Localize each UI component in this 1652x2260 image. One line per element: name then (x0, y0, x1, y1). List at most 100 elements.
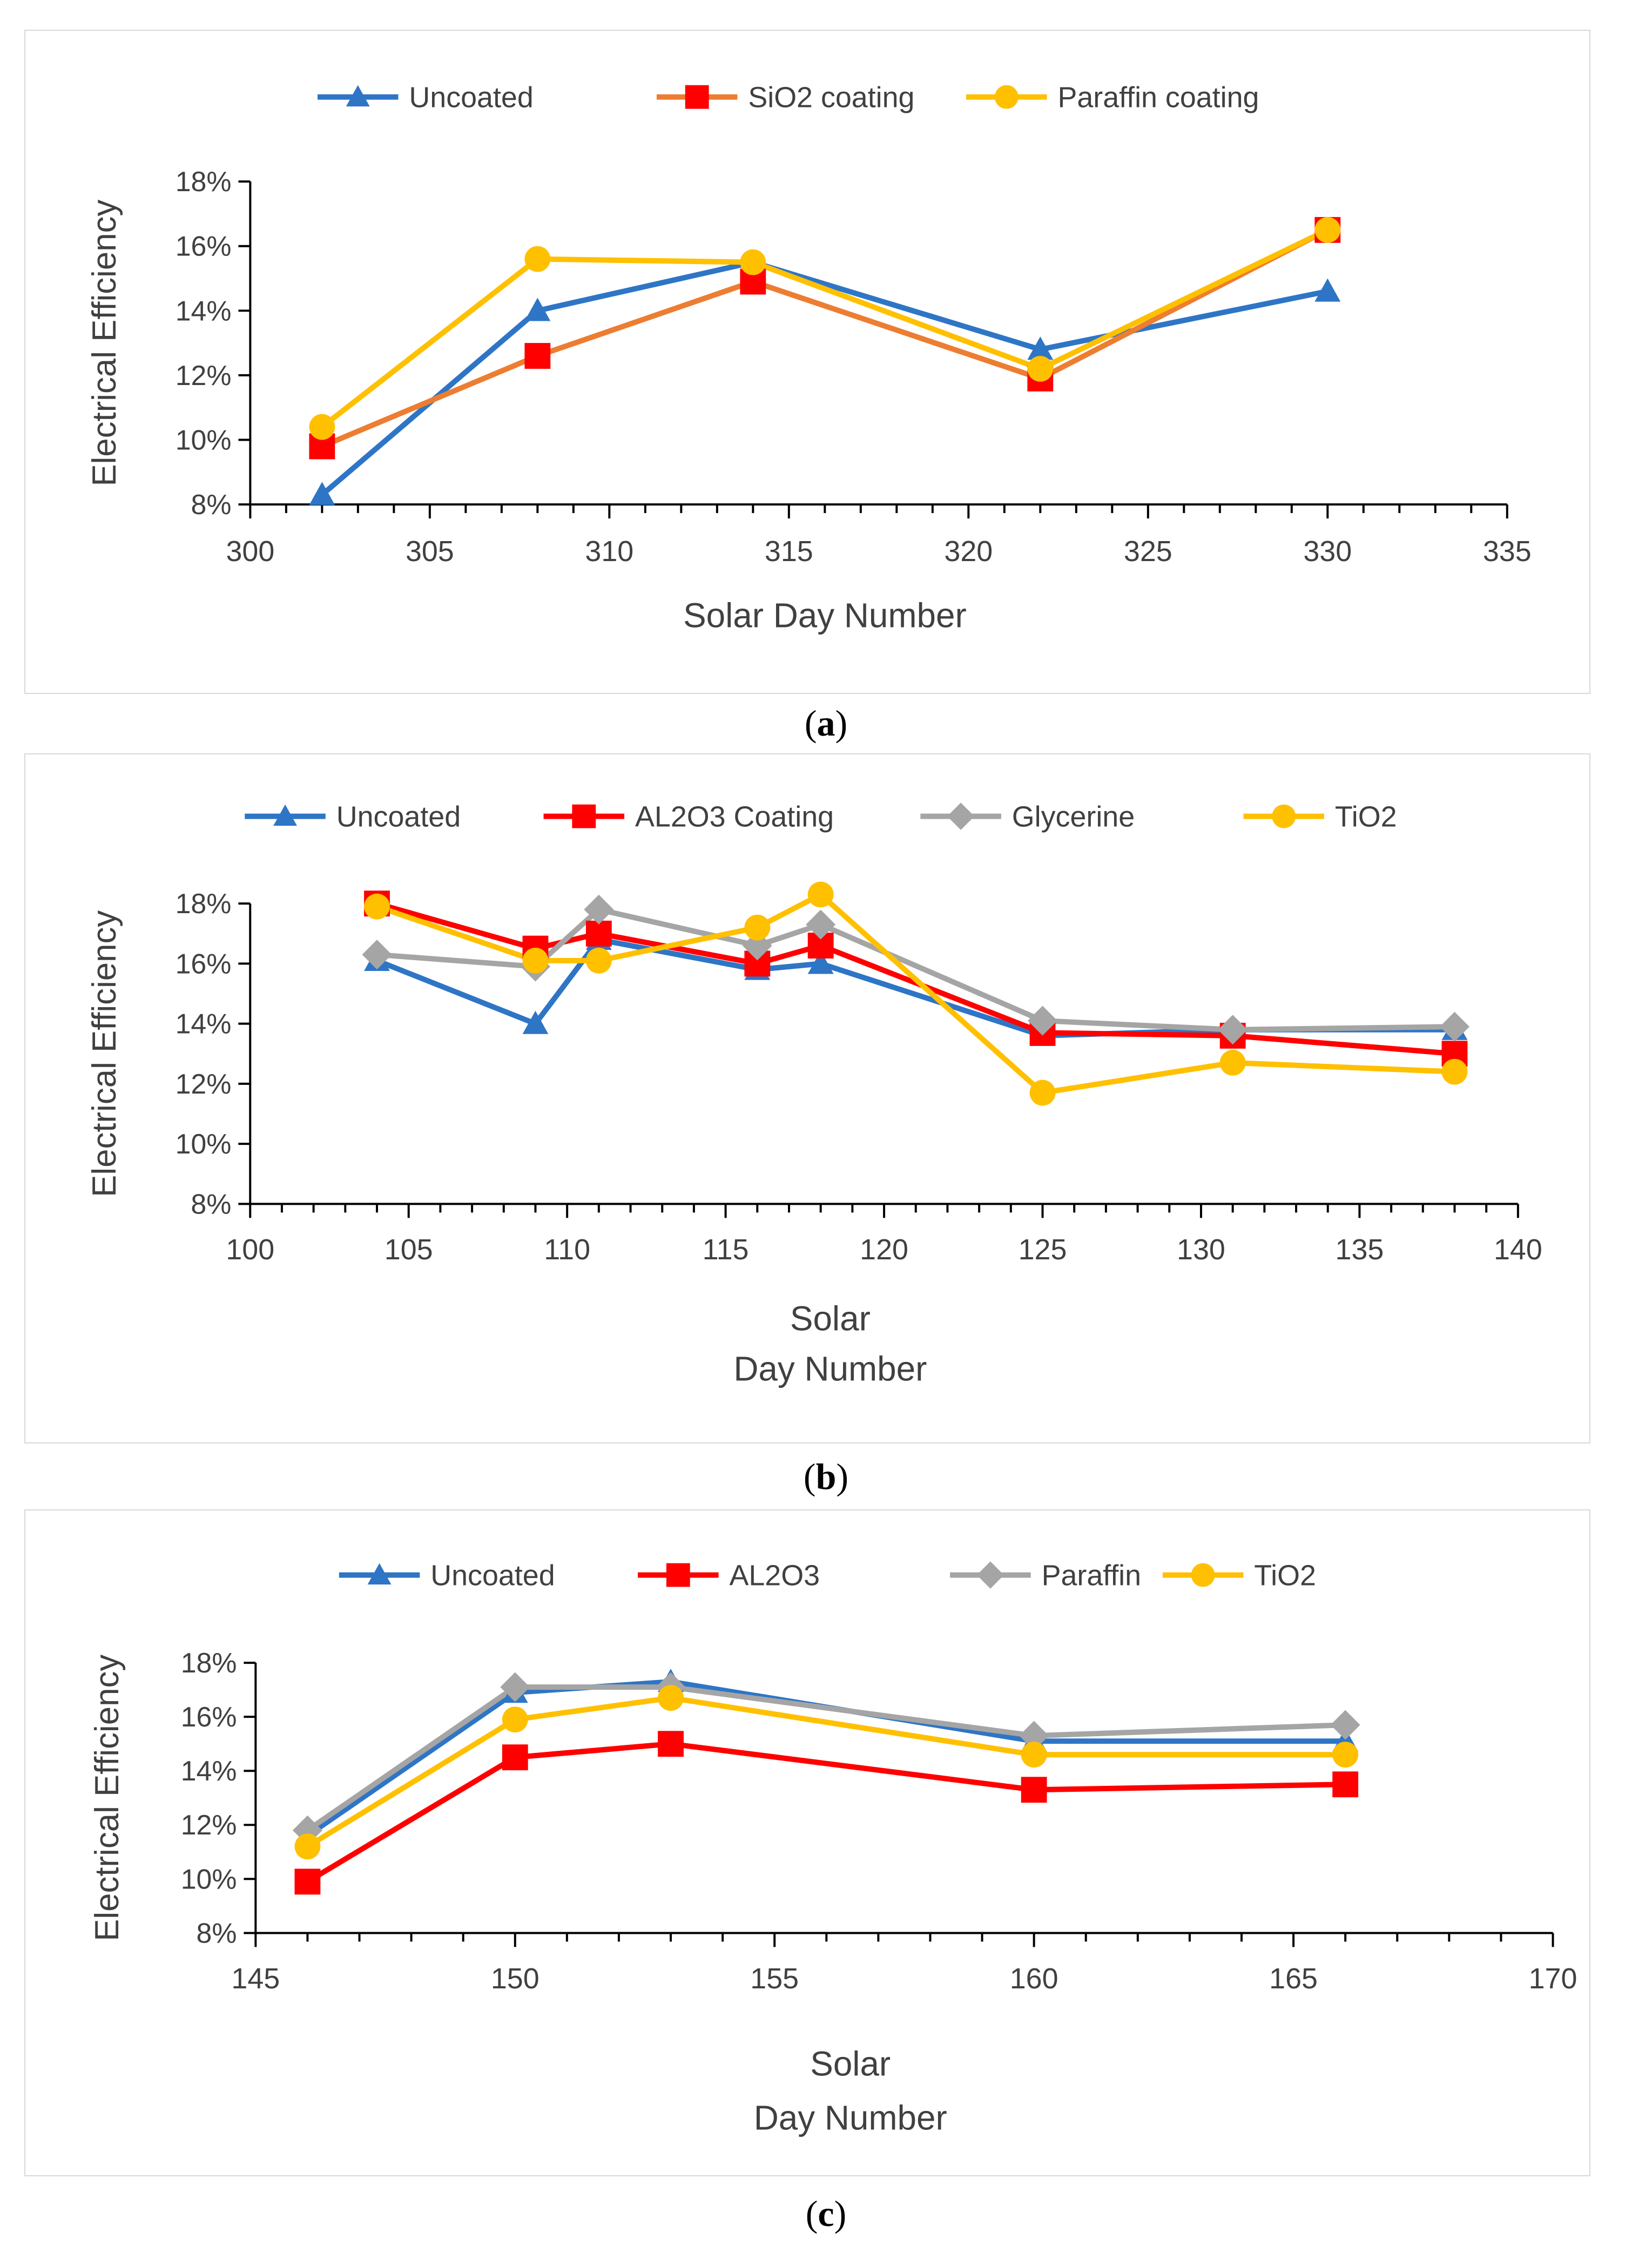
data-point-glycerine (1439, 1011, 1470, 1042)
chart-b-x-tick-label: 110 (544, 1233, 590, 1266)
chart-b-y-tick-label: 8% (191, 1188, 231, 1219)
legend-marker-sio2-coating (685, 85, 709, 109)
chart-c-x-tick-label: 150 (491, 1962, 540, 1995)
data-point-uncoated (309, 482, 335, 505)
chart-b-y-tick-label: 10% (176, 1128, 232, 1159)
legend-marker-uncoated (346, 85, 370, 107)
legend-label-paraffin: Paraffin (1042, 1560, 1141, 1592)
data-point-tio2 (294, 1833, 321, 1860)
legend-label-al2o3-coating: AL2O3 Coating (635, 801, 834, 833)
chart-panel-b: 8% 10% 12% 14% 16% 18% 100 105 110 115 120 125 130 13… (24, 753, 1590, 1443)
chart-panel-c: 8% 10% 12% 14% 16% 18% 145 150 155 160 165 170 Solar… (24, 1509, 1590, 2176)
data-point-al2o3 (1021, 1777, 1047, 1803)
legend-label-uncoated: Uncoated (430, 1560, 555, 1592)
data-point-paraffin (500, 1672, 530, 1702)
data-point-tio2 (364, 893, 390, 920)
chart-a-y-tick-label: 16% (176, 231, 232, 262)
data-point-uncoated (1314, 278, 1341, 302)
legend-label-paraffin-coating: Paraffin coating (1057, 82, 1259, 114)
chart-a-x-tick-label: 305 (406, 535, 454, 568)
chart-c: 8% 10% 12% 14% 16% 18% 145 150 155 160 165 170 Solar… (89, 1560, 1577, 2137)
chart-b: 8% 10% 12% 14% 16% 18% 100 105 110 115 120 125 130 13… (86, 801, 1542, 1388)
data-point-al2o3 (658, 1731, 684, 1757)
chart-a-y-tick-label: 18% (176, 166, 232, 197)
chart-a-x-tick-label: 335 (1483, 535, 1532, 568)
legend-marker-tio2 (1191, 1563, 1215, 1587)
data-point-tio2 (807, 881, 834, 908)
chart-c-x-tick-label: 165 (1269, 1962, 1318, 1995)
series-line-paraffin (306, 1684, 1346, 1833)
data-point-glycerine (742, 930, 772, 961)
chart-a-y-tick-label: 14% (176, 295, 232, 326)
series-line-paraffin-coating (320, 227, 1329, 429)
data-point-paraffin-coating (524, 246, 551, 272)
series-line-al2o3 (306, 1741, 1346, 1884)
data-point-tio2 (1441, 1058, 1468, 1085)
chart-c-x-axis-title: Day Number (754, 2098, 947, 2137)
chart-b-y-tick-label: 16% (176, 948, 232, 979)
chart-b-x-tick-label: 120 (860, 1233, 908, 1266)
data-point-tio2 (1021, 1742, 1047, 1768)
chart-b-x-axis-title: Day Number (733, 1349, 927, 1388)
data-point-al2o3-coating (585, 920, 612, 947)
data-point-tio2 (658, 1685, 684, 1711)
legend-marker-glycerine (947, 802, 975, 830)
series-line-uncoated (306, 1679, 1346, 1838)
chart-a: 8% 10% 12% 14% 16% 18% 300 305 310 315 320 325 330 33… (86, 82, 1532, 635)
legend-marker-uncoated (273, 804, 297, 826)
chart-c-x-axis-title: Solar (810, 2045, 891, 2083)
chart-c-y-tick-label: 12% (181, 1809, 237, 1840)
caption-b: (b) (803, 1456, 849, 1497)
data-point-paraffin-coating (1027, 356, 1054, 382)
legend-label-tio2: TiO2 (1335, 801, 1397, 833)
chart-c-y-tick-label: 16% (181, 1701, 237, 1732)
data-point-al2o3 (1332, 1771, 1359, 1798)
chart-c-y-tick-label: 18% (181, 1647, 237, 1678)
data-point-sio2-coating (524, 343, 551, 369)
data-point-paraffin (1019, 1721, 1049, 1751)
legend-label-uncoated: Uncoated (409, 82, 533, 114)
chart-b-y-axis-title: Electrical Efficiency (86, 910, 123, 1197)
chart-panel-a: 8% 10% 12% 14% 16% 18% 300 305 310 315 320 325 330 33… (24, 30, 1590, 694)
data-point-tio2 (585, 947, 612, 974)
chart-c-x-tick-label: 145 (231, 1962, 280, 1995)
data-point-tio2 (744, 914, 771, 941)
data-point-al2o3 (294, 1868, 321, 1895)
data-point-glycerine (1218, 1015, 1248, 1045)
caption-a: (a) (804, 703, 848, 744)
chart-c-y-tick-label: 14% (181, 1755, 237, 1786)
chart-a-y-tick-label: 8% (191, 489, 232, 520)
chart-c-y-tick-label: 10% (181, 1863, 237, 1894)
chart-a-x-tick-label: 310 (585, 535, 633, 568)
data-point-tio2 (522, 947, 549, 974)
data-point-paraffin (1330, 1710, 1360, 1740)
legend-marker-tio2 (1272, 804, 1296, 828)
chart-c-x-tick-label: 155 (750, 1962, 799, 1995)
series-line-uncoated (320, 259, 1329, 497)
chart-a-x-tick-label: 320 (944, 535, 993, 568)
data-point-glycerine (362, 940, 392, 970)
chart-a-x-tick-label: 330 (1303, 535, 1352, 568)
data-point-paraffin-coating (740, 249, 766, 275)
chart-c-x-tick-label: 160 (1010, 1962, 1058, 1995)
caption-c: (c) (805, 2193, 847, 2234)
legend-marker-paraffin (976, 1561, 1004, 1589)
chart-b-x-tick-label: 135 (1336, 1233, 1384, 1266)
data-point-glycerine (584, 894, 614, 925)
data-point-glycerine (806, 909, 836, 940)
legend-label-glycerine: Glycerine (1012, 801, 1135, 833)
legend-marker-al2o3-coating (572, 804, 596, 828)
chart-a-y-tick-label: 12% (176, 360, 232, 391)
chart-b-x-tick-label: 125 (1019, 1233, 1067, 1266)
data-point-uncoated (807, 950, 834, 974)
data-point-glycerine (1027, 1006, 1058, 1036)
data-point-tio2 (1029, 1080, 1056, 1106)
chart-b-y-tick-label: 14% (176, 1008, 232, 1040)
data-point-uncoated (524, 298, 551, 321)
data-point-tio2 (502, 1706, 528, 1733)
chart-a-x-tick-label: 325 (1124, 535, 1172, 568)
chart-c-x-tick-label: 170 (1529, 1962, 1577, 1995)
chart-a-y-axis-title: Electrical Efficiency (86, 199, 123, 486)
data-point-paraffin-coating (309, 414, 335, 440)
chart-b-x-tick-label: 100 (226, 1233, 274, 1266)
